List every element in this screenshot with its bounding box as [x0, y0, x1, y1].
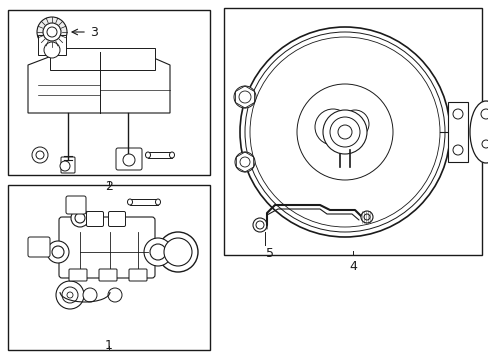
- Circle shape: [244, 32, 444, 232]
- Polygon shape: [148, 152, 172, 158]
- FancyBboxPatch shape: [28, 237, 50, 257]
- Text: 2: 2: [105, 180, 113, 193]
- Circle shape: [83, 288, 97, 302]
- Circle shape: [52, 246, 64, 258]
- Circle shape: [143, 238, 172, 266]
- Circle shape: [36, 151, 44, 159]
- Circle shape: [452, 145, 462, 155]
- Circle shape: [323, 110, 366, 154]
- Circle shape: [163, 238, 192, 266]
- Bar: [38, 35, 66, 55]
- Circle shape: [314, 109, 350, 145]
- Circle shape: [337, 125, 351, 139]
- Circle shape: [234, 86, 256, 108]
- Circle shape: [481, 140, 488, 148]
- FancyBboxPatch shape: [61, 157, 75, 173]
- Text: 3: 3: [90, 26, 98, 39]
- Text: 1: 1: [105, 339, 113, 352]
- Circle shape: [240, 157, 249, 167]
- Ellipse shape: [169, 152, 174, 158]
- Circle shape: [67, 292, 73, 298]
- Circle shape: [252, 218, 266, 232]
- Polygon shape: [50, 48, 155, 70]
- FancyBboxPatch shape: [69, 269, 87, 281]
- Circle shape: [43, 23, 61, 41]
- Circle shape: [71, 209, 89, 227]
- Circle shape: [249, 37, 439, 227]
- FancyBboxPatch shape: [59, 217, 155, 278]
- Ellipse shape: [469, 101, 488, 163]
- Circle shape: [452, 109, 462, 119]
- Circle shape: [239, 91, 250, 103]
- Circle shape: [47, 27, 57, 37]
- FancyBboxPatch shape: [86, 212, 103, 226]
- Circle shape: [32, 147, 48, 163]
- Circle shape: [360, 211, 372, 223]
- Circle shape: [480, 109, 488, 119]
- Circle shape: [296, 84, 392, 180]
- Circle shape: [150, 244, 165, 260]
- Bar: [447, 102, 467, 162]
- Text: 4: 4: [348, 260, 356, 273]
- Ellipse shape: [155, 199, 160, 205]
- Circle shape: [340, 110, 368, 138]
- Circle shape: [235, 152, 254, 172]
- Circle shape: [37, 17, 67, 47]
- Circle shape: [44, 42, 60, 58]
- Ellipse shape: [127, 199, 132, 205]
- Bar: [8, 185, 209, 350]
- Polygon shape: [28, 52, 170, 113]
- Circle shape: [329, 117, 359, 147]
- Text: 5: 5: [265, 247, 273, 260]
- Polygon shape: [130, 199, 158, 205]
- Circle shape: [123, 154, 135, 166]
- Bar: [224, 8, 481, 255]
- Bar: [8, 10, 209, 175]
- Circle shape: [47, 241, 69, 263]
- FancyBboxPatch shape: [116, 148, 142, 170]
- FancyBboxPatch shape: [129, 269, 147, 281]
- FancyBboxPatch shape: [66, 196, 86, 214]
- Circle shape: [62, 287, 78, 303]
- Circle shape: [158, 232, 198, 272]
- Circle shape: [240, 27, 449, 237]
- FancyBboxPatch shape: [108, 212, 125, 226]
- Circle shape: [56, 281, 84, 309]
- Circle shape: [108, 288, 122, 302]
- Circle shape: [60, 161, 70, 171]
- Ellipse shape: [145, 152, 150, 158]
- FancyBboxPatch shape: [99, 269, 117, 281]
- Circle shape: [363, 214, 369, 220]
- Circle shape: [75, 213, 85, 223]
- Circle shape: [256, 221, 264, 229]
